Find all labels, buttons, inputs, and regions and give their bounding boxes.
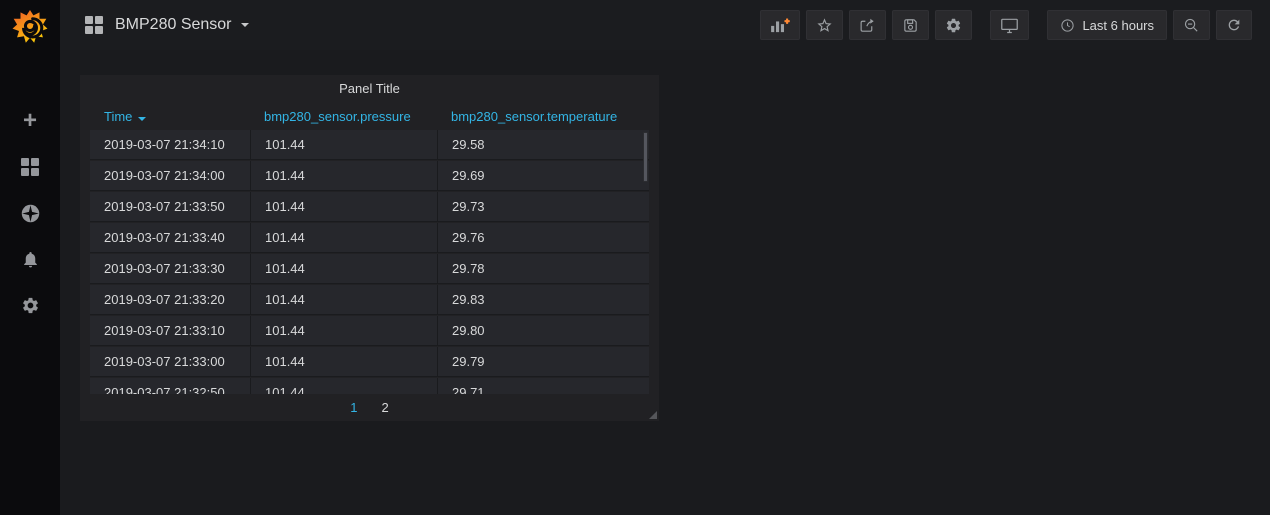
explore-compass-icon[interactable] bbox=[10, 202, 50, 224]
time-range-label: Last 6 hours bbox=[1082, 17, 1154, 33]
panel-resize-handle[interactable] bbox=[649, 411, 657, 419]
table-cell: 2019-03-07 21:33:40 bbox=[90, 223, 250, 253]
table-cell: 101.44 bbox=[250, 347, 437, 377]
table-cell: 2019-03-07 21:33:00 bbox=[90, 347, 250, 377]
star-button[interactable] bbox=[806, 10, 844, 40]
table-cell: 101.44 bbox=[250, 192, 437, 222]
table-cell: 101.44 bbox=[250, 285, 437, 315]
table-panel: Panel Title Time bmp280_sensor.pressure … bbox=[80, 75, 659, 421]
table-cell: 29.71 bbox=[437, 378, 649, 394]
table-cell: 101.44 bbox=[250, 254, 437, 284]
table-cell: 2019-03-07 21:34:00 bbox=[90, 161, 250, 191]
time-range-picker[interactable]: Last 6 hours bbox=[1047, 10, 1167, 40]
dashboard-grid-icon bbox=[85, 16, 103, 34]
table-cell: 29.80 bbox=[437, 316, 649, 346]
table-row: 2019-03-07 21:33:20 101.44 29.83 bbox=[90, 285, 649, 316]
table-body: 2019-03-07 21:34:10 101.44 29.58 2019-03-07… bbox=[90, 130, 649, 394]
table-row: 2019-03-07 21:34:00 101.44 29.69 bbox=[90, 161, 649, 192]
table-cell: 29.58 bbox=[437, 130, 649, 160]
sort-desc-icon bbox=[138, 117, 147, 121]
table-cell: 101.44 bbox=[250, 223, 437, 253]
table-row: 2019-03-07 21:34:10 101.44 29.58 bbox=[90, 130, 649, 161]
dashboard-title: BMP280 Sensor bbox=[115, 16, 232, 33]
chevron-down-icon bbox=[240, 23, 249, 27]
table-cell: 2019-03-07 21:33:50 bbox=[90, 192, 250, 222]
table-cell: 2019-03-07 21:32:50 bbox=[90, 378, 250, 394]
table-cell: 29.79 bbox=[437, 347, 649, 377]
grafana-logo-icon[interactable] bbox=[0, 0, 60, 52]
pagination-page-2[interactable]: 2 bbox=[381, 400, 389, 415]
table-row: 2019-03-07 21:33:50 101.44 29.73 bbox=[90, 192, 649, 223]
table-cell: 101.44 bbox=[250, 378, 437, 394]
column-header-temperature[interactable]: bmp280_sensor.temperature bbox=[451, 109, 618, 124]
column-header-pressure[interactable]: bmp280_sensor.pressure bbox=[264, 109, 411, 124]
table-row: 2019-03-07 21:33:10 101.44 29.80 bbox=[90, 316, 649, 347]
table-row: 2019-03-07 21:32:50 101.44 29.71 bbox=[90, 378, 649, 394]
pagination-page-1[interactable]: 1 bbox=[350, 400, 358, 415]
table-cell: 101.44 bbox=[250, 316, 437, 346]
data-table: Time bmp280_sensor.pressure bmp280_senso… bbox=[90, 103, 649, 394]
table-row: 2019-03-07 21:33:30 101.44 29.78 bbox=[90, 254, 649, 285]
configuration-gear-icon[interactable] bbox=[10, 294, 50, 316]
table-cell: 101.44 bbox=[250, 130, 437, 160]
table-cell: 29.78 bbox=[437, 254, 649, 284]
add-panel-button[interactable] bbox=[760, 10, 801, 40]
dashboard-title-menu[interactable]: BMP280 Sensor bbox=[85, 16, 249, 34]
table-cell: 101.44 bbox=[250, 161, 437, 191]
panel-title[interactable]: Panel Title bbox=[339, 81, 400, 96]
table-row: 2019-03-07 21:33:40 101.44 29.76 bbox=[90, 223, 649, 254]
column-header-time[interactable]: Time bbox=[90, 103, 250, 130]
refresh-button[interactable] bbox=[1216, 10, 1252, 40]
top-navbar: BMP280 Sensor Last 6 hours bbox=[60, 0, 1270, 50]
alerting-bell-icon[interactable] bbox=[10, 248, 50, 270]
table-scrollbar-thumb[interactable] bbox=[643, 132, 648, 182]
plus-icon[interactable]: + bbox=[22, 107, 37, 134]
table-cell: 29.69 bbox=[437, 161, 649, 191]
sidebar: + bbox=[0, 0, 60, 515]
table-cell: 2019-03-07 21:33:10 bbox=[90, 316, 250, 346]
table-cell: 2019-03-07 21:33:30 bbox=[90, 254, 250, 284]
table-row: 2019-03-07 21:33:00 101.44 29.79 bbox=[90, 347, 649, 378]
zoom-out-button[interactable] bbox=[1173, 10, 1210, 40]
table-cell: 29.73 bbox=[437, 192, 649, 222]
table-cell: 29.83 bbox=[437, 285, 649, 315]
cycle-view-monitor-button[interactable] bbox=[990, 10, 1030, 40]
table-header-row: Time bmp280_sensor.pressure bmp280_senso… bbox=[90, 103, 649, 130]
share-button[interactable] bbox=[849, 10, 887, 40]
settings-gear-button[interactable] bbox=[935, 10, 973, 40]
table-cell: 2019-03-07 21:34:10 bbox=[90, 130, 250, 160]
table-cell: 2019-03-07 21:33:20 bbox=[90, 285, 250, 315]
save-button[interactable] bbox=[892, 10, 930, 40]
toolbar: Last 6 hours bbox=[754, 10, 1252, 40]
table-cell: 29.76 bbox=[437, 223, 649, 253]
dashboards-icon[interactable] bbox=[10, 156, 50, 178]
